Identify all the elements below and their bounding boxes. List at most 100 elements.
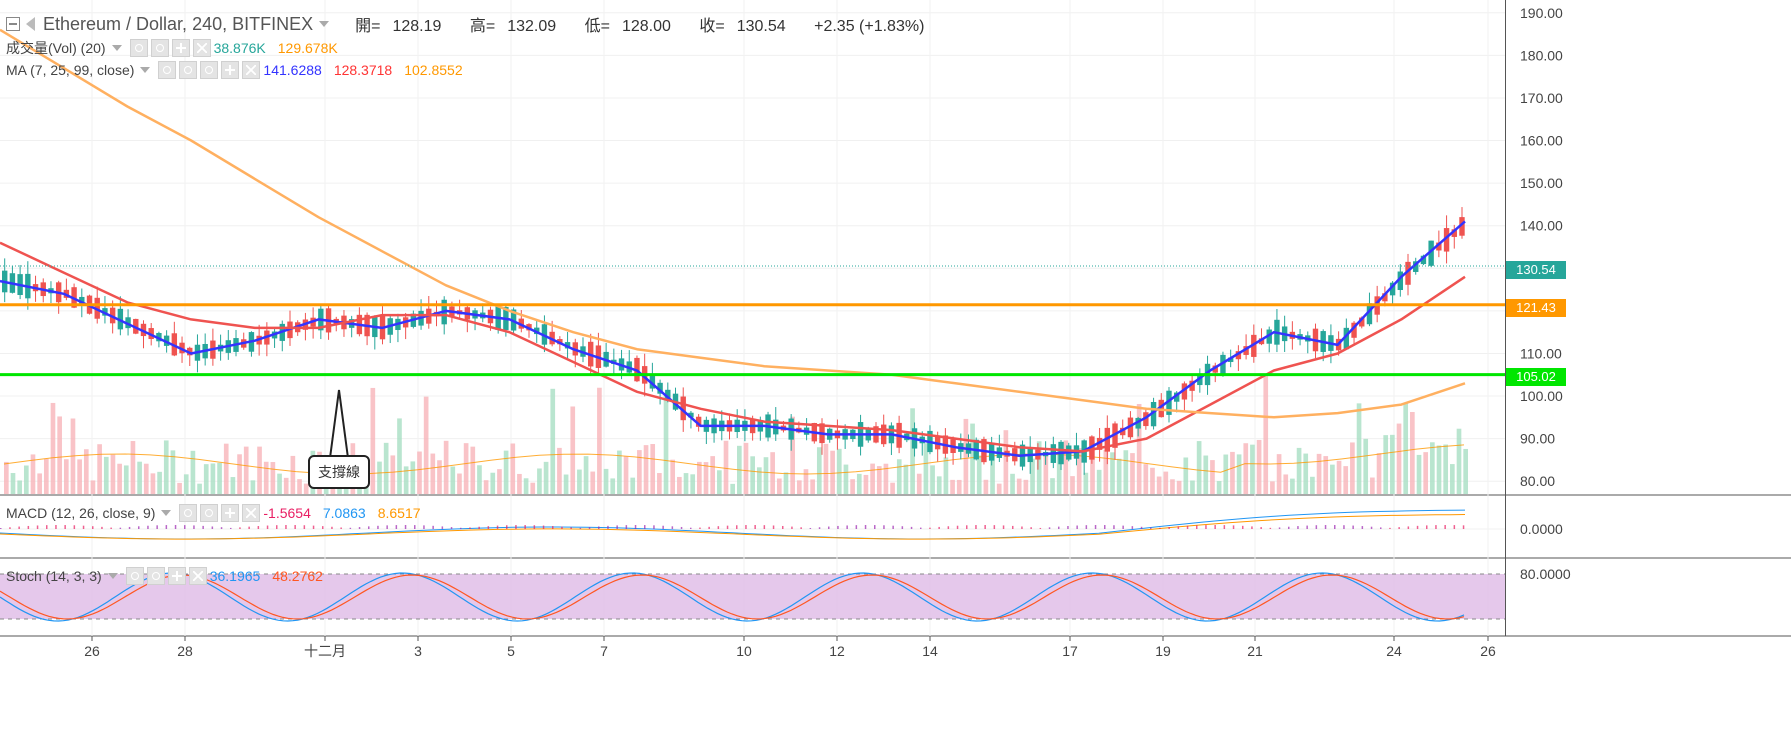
volume-bar (1043, 454, 1049, 494)
macd-name[interactable]: MACD (12, 26, close, 9) (6, 505, 156, 521)
volume-bar (1136, 403, 1142, 494)
close-icon[interactable] (192, 39, 211, 57)
macd-hist-bar (1380, 527, 1382, 529)
macd-hist-bar (644, 525, 646, 529)
stoch-dropdown-icon[interactable] (107, 573, 118, 579)
volume-bar (1243, 443, 1249, 494)
volume-bar (870, 463, 875, 494)
candle-body (1359, 317, 1365, 327)
volume-bar (197, 483, 202, 494)
macd-hist-bar (653, 525, 655, 529)
macd-hist-bar (1039, 527, 1042, 529)
volume-bar (57, 416, 62, 494)
macd-hist-bar (1085, 525, 1088, 529)
volume-bar (503, 450, 509, 494)
add-icon[interactable] (167, 567, 186, 585)
volume-bar (1030, 458, 1035, 494)
close-icon[interactable] (242, 61, 261, 79)
macd-hist-bar (570, 527, 572, 529)
macd-hist-bar (1297, 526, 1299, 529)
volume-bar (923, 443, 929, 494)
volume-bar (1416, 454, 1422, 494)
macd-hist-bar (552, 526, 554, 529)
volume-bar (163, 440, 169, 494)
candle-body (695, 416, 702, 427)
macd-hist-bar (312, 525, 315, 529)
volume-bar (670, 459, 676, 494)
volume-bar (397, 418, 402, 494)
macd-hist-bar (266, 525, 269, 529)
macd-hist-bar (1122, 525, 1124, 529)
gear-icon[interactable] (150, 39, 169, 57)
close-icon[interactable] (242, 504, 261, 522)
volume-bar (956, 479, 962, 494)
symbol-title[interactable]: Ethereum / Dollar, 240, BITFINEX (43, 13, 314, 34)
volume-bar (1163, 471, 1169, 494)
ma-dropdown-icon[interactable] (140, 67, 151, 73)
gear-icon[interactable] (200, 504, 219, 522)
price-tick-label: 180.00 (1520, 47, 1563, 63)
volume-bar (17, 480, 22, 494)
symbol-dropdown-icon[interactable] (319, 21, 330, 27)
eye-icon[interactable] (125, 567, 144, 585)
ma-value-3: 102.8552 (404, 62, 463, 78)
gear-icon[interactable] (179, 61, 198, 79)
macd-hist-bar (1150, 527, 1152, 529)
volume-bar (823, 443, 829, 494)
macd-hist-bar (754, 525, 756, 529)
gear-icon[interactable] (146, 567, 165, 585)
volume-dropdown-icon[interactable] (111, 45, 122, 51)
candle-body (1436, 242, 1442, 251)
macd-hist-bar (680, 526, 683, 529)
volume-bar (1296, 447, 1302, 494)
macd-hist-bar (846, 525, 848, 529)
macd-dropdown-icon[interactable] (161, 510, 172, 516)
macd-hist-bar (855, 525, 858, 529)
stoch-k-line (0, 572, 1465, 622)
collapse-icon[interactable] (6, 17, 20, 31)
macd-tick-label: 0.0000 (1520, 521, 1563, 537)
macd-hist-bar (1288, 526, 1290, 529)
volume-bar (697, 461, 702, 494)
add-icon[interactable] (221, 61, 240, 79)
stoch-name[interactable]: Stoch (14, 3, 3) (6, 568, 102, 584)
volume-bar (1456, 428, 1462, 494)
flag-icon[interactable] (26, 17, 35, 31)
code-icon[interactable] (200, 61, 219, 79)
add-icon[interactable] (221, 504, 240, 522)
volume-bar (683, 473, 689, 494)
volume-bar (1023, 479, 1029, 494)
macd-hist-bar (1444, 525, 1446, 529)
volume-bar (230, 477, 236, 494)
support-price-tag: 105.02 (1506, 368, 1566, 386)
candle-body (1451, 229, 1457, 237)
candle-body (1150, 402, 1157, 427)
support-annotation[interactable]: 支撐線 (308, 455, 370, 489)
eye-icon[interactable] (129, 39, 148, 57)
candle-body (657, 382, 663, 394)
volume-bar (1110, 452, 1115, 494)
volume-bar (110, 454, 116, 494)
macd-hist-bar (1140, 526, 1143, 529)
volume-bar (583, 456, 589, 494)
candle-body (1389, 282, 1396, 296)
volume-bar (43, 458, 49, 494)
volume-bar (1390, 434, 1395, 494)
stoch-legend: Stoch (14, 3, 3) 36.1965 48.2762 (6, 567, 335, 585)
macd-hist-bar (736, 525, 738, 529)
time-tick-label: 17 (1062, 643, 1078, 659)
macd-hist-bar (579, 527, 582, 529)
add-icon[interactable] (171, 39, 190, 57)
macd-hist-bar (690, 527, 692, 529)
macd-hist-bar (1131, 526, 1134, 529)
volume-bar (530, 482, 536, 494)
volume-name[interactable]: 成交量(Vol) (20) (6, 40, 106, 56)
eye-icon[interactable] (158, 61, 177, 79)
close-icon[interactable] (188, 567, 207, 585)
macd-hist-bar (506, 525, 508, 529)
macd-hist-bar (239, 527, 241, 529)
eye-icon[interactable] (179, 504, 198, 522)
ma-name[interactable]: MA (7, 25, 99, close) (6, 62, 135, 78)
volume-bar (856, 473, 862, 494)
